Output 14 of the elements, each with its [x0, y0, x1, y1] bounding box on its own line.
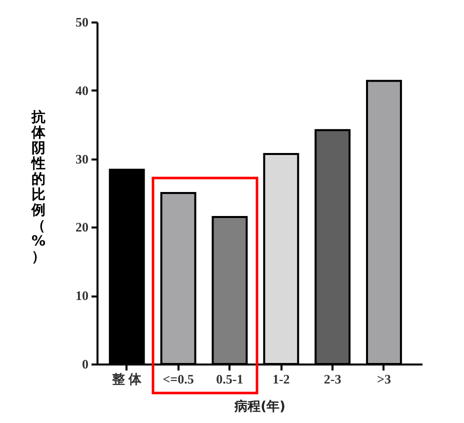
y-tick-label: 10: [76, 288, 88, 304]
y-tick-label: 40: [76, 82, 88, 98]
y-tick-label: 50: [76, 14, 88, 30]
x-tick-label: 整 体: [111, 372, 142, 386]
text: 抗体阴性的比例（%）: [31, 110, 46, 265]
x-tick-label: 0.5-1: [216, 372, 244, 386]
x-tick-label: 1-2: [272, 372, 290, 386]
x-tick-label: >3: [377, 372, 392, 386]
x-tick-label: <=0.5: [162, 372, 194, 386]
y-tick-label: 20: [76, 220, 88, 235]
y-tick-label: 0: [82, 356, 88, 372]
y-tick-label: 30: [76, 151, 88, 166]
x-axis-title: 病程(年): [234, 398, 286, 414]
x-tick-label: 2-3: [324, 372, 342, 386]
